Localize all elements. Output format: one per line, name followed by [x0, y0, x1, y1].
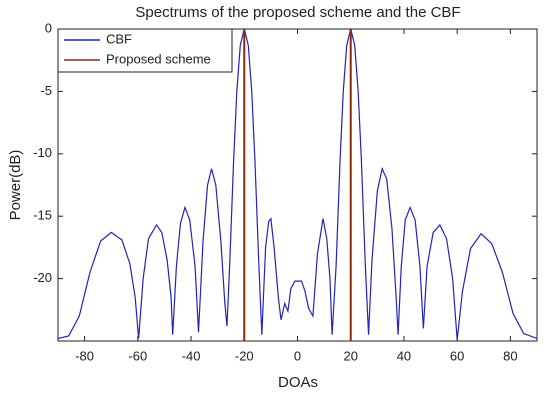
x-tick-label: 40	[397, 348, 411, 363]
x-tick-label: 80	[503, 348, 517, 363]
series-line	[58, 29, 537, 340]
series-line	[243, 29, 352, 341]
chart-title: Spectrums of the proposed scheme and the…	[135, 4, 460, 21]
y-axis-label: Power(dB)	[7, 150, 24, 221]
legend-label: CBF	[106, 31, 132, 46]
x-tick-label: 60	[450, 348, 464, 363]
x-tick-label: 20	[343, 348, 357, 363]
x-axis-label: DOAs	[278, 374, 318, 391]
x-tick-label: -20	[235, 348, 254, 363]
y-tick-label: -10	[33, 145, 52, 160]
x-tick-label: -80	[75, 348, 94, 363]
legend-label: Proposed scheme	[106, 51, 211, 66]
plot-frame	[57, 28, 538, 342]
x-tick-label: -40	[182, 348, 201, 363]
y-tick-label: -20	[33, 270, 52, 285]
y-tick-label: -15	[33, 208, 52, 223]
x-tick-label: -60	[128, 348, 147, 363]
y-tick-label: -5	[40, 83, 52, 98]
x-tick-label: 0	[294, 348, 301, 363]
y-tick-label: 0	[45, 20, 52, 35]
legend-box	[57, 28, 233, 73]
